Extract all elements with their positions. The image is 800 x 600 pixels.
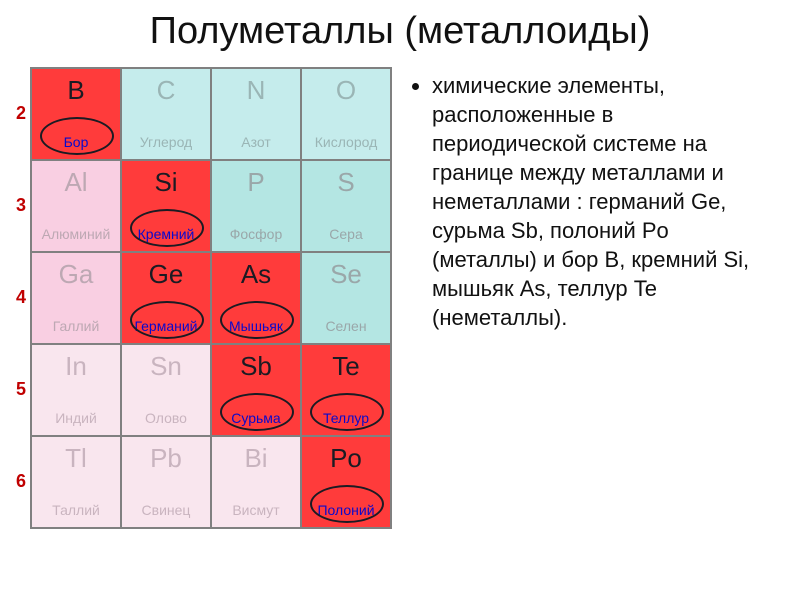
element-cell: O Кислород [301, 68, 391, 160]
element-symbol: Pb [150, 445, 182, 471]
element-cell: Si Кремний [121, 160, 211, 252]
element-name: Сурьма [231, 411, 280, 425]
element-symbol: Te [332, 353, 359, 379]
element-name: Кремний [138, 227, 195, 241]
element-symbol: S [337, 169, 354, 195]
element-cell: Tl Таллий [31, 436, 121, 528]
element-symbol: Sb [240, 353, 272, 379]
page-title: Полуметаллы (металлоиды) [30, 10, 770, 53]
element-cell: In Индий [31, 344, 121, 436]
element-cell: Te Теллур [301, 344, 391, 436]
element-name: Сера [329, 227, 362, 241]
element-cell: Al Алюминий [31, 160, 121, 252]
element-symbol: Al [64, 169, 87, 195]
element-name: Азот [241, 135, 271, 149]
content-row: 23456 BБорCУглеродNАзотOКислородAlАлюмин… [30, 67, 770, 529]
row-label: 5 [12, 343, 26, 435]
element-name: Индий [55, 411, 97, 425]
element-cell: Ge Германий [121, 252, 211, 344]
element-cell: Sn Олово [121, 344, 211, 436]
element-grid: B Бор C Углерод N Азот O Кислород Al Алюминий Si Кр… [30, 67, 392, 529]
element-name: Алюминий [42, 227, 111, 241]
element-name: Теллур [323, 411, 369, 425]
element-name: Селен [325, 319, 366, 333]
element-cell: Bi Висмут [211, 436, 301, 528]
element-name: Висмут [232, 503, 279, 517]
row-label: 2 [12, 67, 26, 159]
element-cell: Pb Свинец [121, 436, 211, 528]
element-symbol: P [247, 169, 264, 195]
row-label: 3 [12, 159, 26, 251]
element-symbol: In [65, 353, 87, 379]
element-symbol: B [67, 77, 84, 103]
element-cell: Ga Галлий [31, 252, 121, 344]
element-name: Таллий [52, 503, 100, 517]
bullet-text-block: химические элементы, расположенные в пер… [410, 67, 770, 332]
definition-bullet: химические элементы, расположенные в пер… [432, 71, 770, 332]
element-name: Кислород [315, 135, 378, 149]
element-name: Бор [64, 135, 89, 149]
element-symbol: Tl [65, 445, 87, 471]
element-cell: Se Селен [301, 252, 391, 344]
element-symbol: Po [330, 445, 362, 471]
element-symbol: C [157, 77, 176, 103]
element-cell: B Бор [31, 68, 121, 160]
element-symbol: Ga [59, 261, 94, 287]
element-symbol: Se [330, 261, 362, 287]
row-label: 4 [12, 251, 26, 343]
element-symbol: O [336, 77, 356, 103]
element-symbol: Sn [150, 353, 182, 379]
element-symbol: As [241, 261, 271, 287]
element-name: Мышьяк [229, 319, 283, 333]
slide: Полуметаллы (металлоиды) 23456 B Бор C Угле… [0, 0, 800, 600]
element-name: Свинец [142, 503, 191, 517]
element-name: Германий [135, 319, 198, 333]
element-cell: Po Полоний [301, 436, 391, 528]
element-cell: N Азот [211, 68, 301, 160]
element-name: Галлий [53, 319, 100, 333]
row-labels: 23456 [12, 67, 26, 527]
periodic-table-fragment: 23456 BБорCУглеродNАзотOКислородAlАлюмин… [30, 67, 392, 529]
element-symbol: N [247, 77, 266, 103]
element-cell: S Сера [301, 160, 391, 252]
element-cell: C Углерод [121, 68, 211, 160]
element-cell: P Фосфор [211, 160, 301, 252]
element-name: Фосфор [230, 227, 283, 241]
element-name: Полоний [317, 503, 374, 517]
element-name: Углерод [140, 135, 192, 149]
element-cell: As Мышьяк [211, 252, 301, 344]
element-cell: Sb Сурьма [211, 344, 301, 436]
element-symbol: Ge [149, 261, 184, 287]
row-label: 6 [12, 435, 26, 527]
element-symbol: Bi [244, 445, 267, 471]
element-name: Олово [145, 411, 187, 425]
element-symbol: Si [154, 169, 177, 195]
